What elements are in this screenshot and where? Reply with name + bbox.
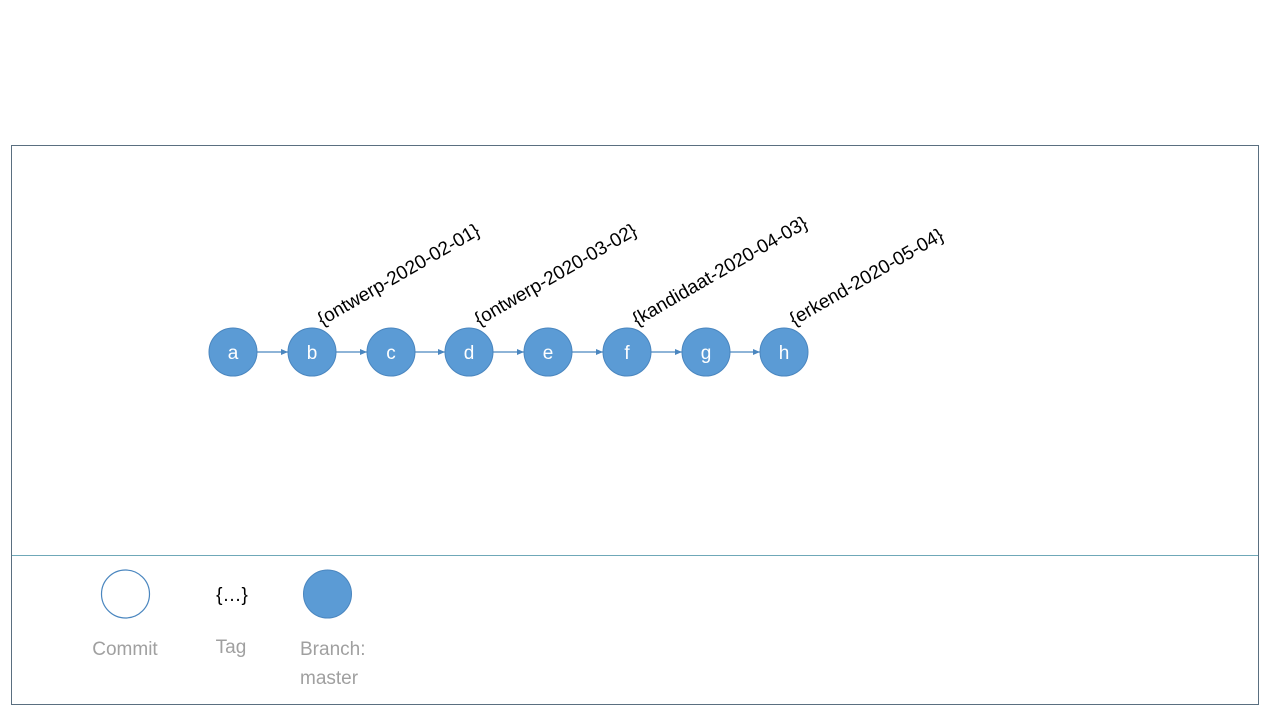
legend-tag-symbol: {…} xyxy=(216,585,248,606)
commit-label-c: c xyxy=(386,343,396,364)
tag-labels: {ontwerp-2020-02-01}{ontwerp-2020-03-02}… xyxy=(314,213,947,330)
commit-label-a: a xyxy=(228,343,239,364)
commit-label-d: d xyxy=(464,343,475,364)
commit-nodes: a b c d e f g h xyxy=(208,327,809,377)
commit-node-b xyxy=(287,327,337,377)
commit-node-g xyxy=(681,327,731,377)
commit-node-d xyxy=(444,327,494,377)
legend-commit-circle xyxy=(100,569,151,619)
tag-label-d: {ontwerp-2020-03-02} xyxy=(471,220,641,330)
commit-node-c xyxy=(366,327,416,377)
commit-label-g: g xyxy=(701,343,712,364)
commit-label-h: h xyxy=(779,343,790,364)
diagram-frame xyxy=(11,145,1259,705)
legend-branch-circle xyxy=(303,569,352,619)
legend-tag-label: Tag xyxy=(216,637,247,658)
commit-node-e xyxy=(523,327,573,377)
commit-node-a xyxy=(208,327,258,377)
legend-branch-label-line1: Branch: xyxy=(300,639,365,660)
tag-label-f: {kandidaat-2020-04-03} xyxy=(629,213,812,330)
commit-label-f: f xyxy=(624,343,630,364)
commit-label-e: e xyxy=(543,343,554,364)
commit-label-b: b xyxy=(307,343,318,364)
tag-label-b: {ontwerp-2020-02-01} xyxy=(314,220,484,330)
tag-label-h: {erkend-2020-05-04} xyxy=(786,225,947,330)
legend: Commit {…} Tag Branch: master xyxy=(92,569,365,689)
commit-node-h xyxy=(759,327,809,377)
commit-node-f xyxy=(602,327,652,377)
legend-branch-label-line2: master xyxy=(300,668,359,689)
legend-commit-label: Commit xyxy=(92,639,158,660)
